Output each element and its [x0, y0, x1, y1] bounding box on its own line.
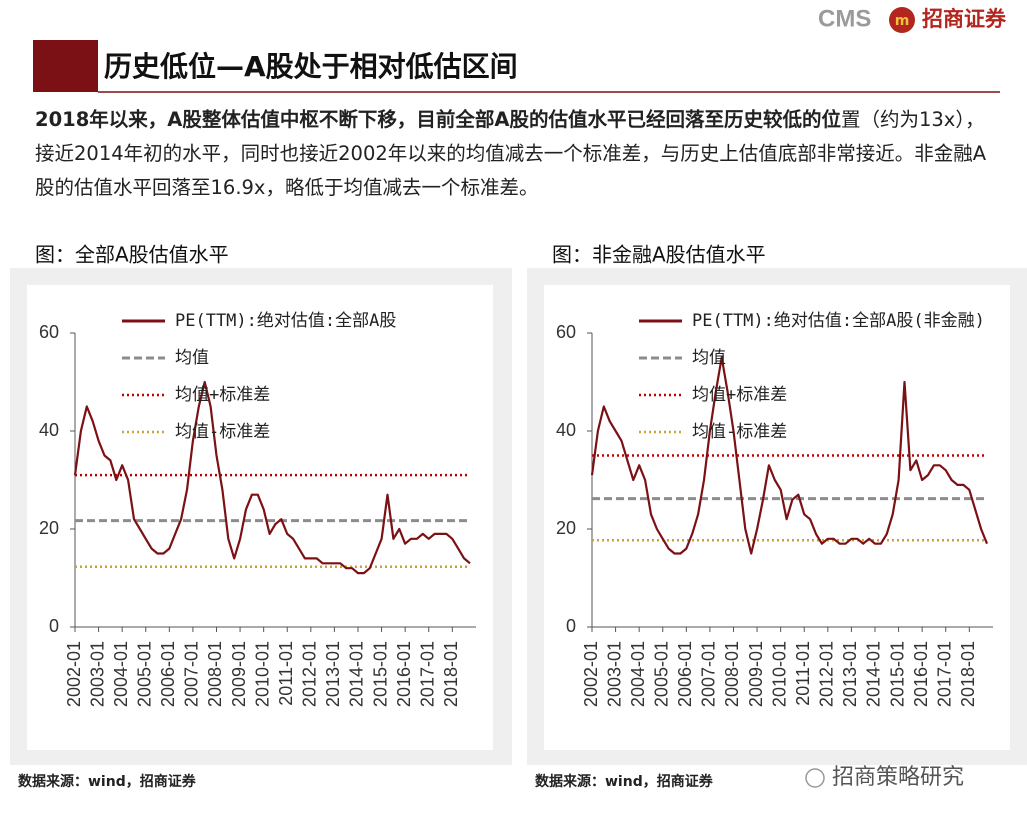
- x-tick-label: 2004-01: [111, 641, 131, 707]
- summary: 2018年以来，A股整体估值中枢不断下移，目前全部A股的估值水平已经回落至历史较…: [35, 103, 995, 205]
- title-block: [33, 40, 98, 92]
- x-tick-label: 2013-01: [323, 641, 343, 707]
- x-tick-label: 2012-01: [300, 641, 320, 707]
- y-tick-label: 0: [49, 616, 59, 636]
- source: 数据来源：wind，招商证券: [535, 773, 714, 790]
- y-tick-label: 0: [566, 616, 576, 636]
- y-tick-label: 20: [556, 518, 576, 538]
- x-tick-label: 2005-01: [134, 641, 154, 707]
- y-tick-label: 40: [556, 420, 576, 440]
- legend-label: 均值: [175, 348, 209, 368]
- x-tick-label: 2008-01: [722, 641, 742, 707]
- x-tick-label: 2014-01: [347, 641, 367, 707]
- x-tick-label: 2016-01: [394, 641, 414, 707]
- x-tick-label: 2010-01: [769, 641, 789, 707]
- summary-bold: 2018年以来，A股整体估值中枢不断下移，目前全部A股的估值水平已经回落至历史较…: [35, 108, 841, 131]
- x-tick-label: 2010-01: [252, 641, 272, 707]
- x-tick-label: 2015-01: [887, 641, 907, 707]
- x-tick-label: 2007-01: [699, 641, 719, 707]
- x-tick-label: 2014-01: [864, 641, 884, 707]
- x-tick-label: 2012-01: [817, 641, 837, 707]
- plot-area: [27, 285, 493, 750]
- legend-label: 均值-标准差: [175, 422, 270, 442]
- legend-label: 均值+标准差: [692, 385, 787, 405]
- x-tick-label: 2004-01: [628, 641, 648, 707]
- summary-rest: 置（约为13x），接近2014年初的水平，同时也接近2002年以来的均值减去一个…: [35, 108, 987, 199]
- legend-label: 均值+标准差: [175, 385, 270, 405]
- x-tick-label: 2003-01: [87, 641, 107, 707]
- x-tick-label: 2017-01: [934, 641, 954, 707]
- x-tick-label: 2002-01: [64, 641, 84, 707]
- x-tick-label: 2013-01: [840, 641, 860, 707]
- y-tick-label: 20: [39, 518, 59, 538]
- figure-title: 图：非金融A股估值水平: [552, 243, 766, 267]
- x-tick-label: 2018-01: [441, 641, 461, 707]
- watermark: 招商策略研究: [832, 765, 964, 790]
- x-tick-label: 2015-01: [370, 641, 390, 707]
- watermark-icon: [805, 768, 825, 788]
- y-tick-label: 40: [39, 420, 59, 440]
- legend-label: PE(TTM):绝对估值:全部A股(非金融): [692, 311, 985, 331]
- slide-title: 历史低位—A股处于相对低估区间: [104, 50, 518, 83]
- legend-label: PE(TTM):绝对估值:全部A股: [175, 311, 396, 331]
- x-tick-label: 2011-01: [276, 641, 296, 706]
- plot-area: [544, 285, 1010, 750]
- brand: 招商证券: [922, 7, 1007, 31]
- x-tick-label: 2007-01: [182, 641, 202, 707]
- x-tick-label: 2002-01: [581, 641, 601, 707]
- x-tick-label: 2003-01: [604, 641, 624, 707]
- legend-label: 均值-标准差: [692, 422, 787, 442]
- x-tick-label: 2016-01: [911, 641, 931, 707]
- logo-mark: m: [895, 13, 910, 29]
- x-tick-label: 2006-01: [158, 641, 178, 707]
- logo-text: CMS: [818, 5, 871, 32]
- x-tick-label: 2009-01: [746, 641, 766, 707]
- figure-title: 图：全部A股估值水平: [35, 243, 229, 267]
- x-tick-label: 2006-01: [675, 641, 695, 707]
- logo-icon: [889, 7, 915, 33]
- x-tick-label: 2011-01: [793, 641, 813, 706]
- x-tick-label: 2017-01: [417, 641, 437, 707]
- pe-line: [590, 356, 989, 555]
- y-tick-label: 60: [39, 322, 59, 342]
- x-tick-label: 2008-01: [205, 641, 225, 707]
- source: 数据来源：wind，招商证券: [18, 773, 197, 790]
- legend-label: 均值: [692, 348, 726, 368]
- x-tick-label: 2009-01: [229, 641, 249, 707]
- x-tick-label: 2005-01: [651, 641, 671, 707]
- x-tick-label: 2018-01: [958, 641, 978, 707]
- pe-line: [73, 380, 471, 575]
- y-tick-label: 60: [556, 322, 576, 342]
